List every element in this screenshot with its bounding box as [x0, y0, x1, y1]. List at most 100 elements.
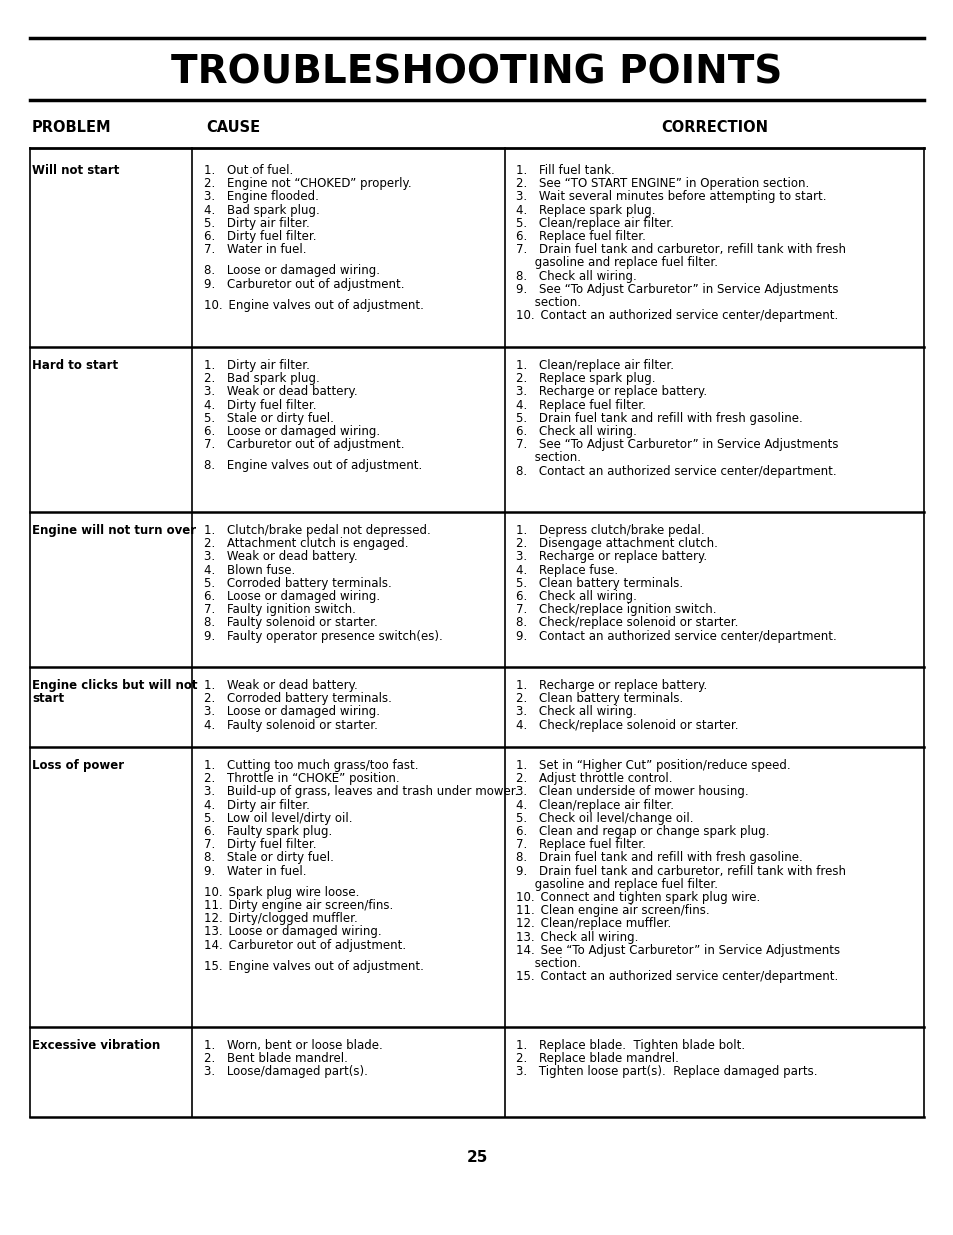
Text: 2. See “TO START ENGINE” in Operation section.: 2. See “TO START ENGINE” in Operation se…: [516, 177, 808, 190]
Text: 12. Dirty/clogged muffler.: 12. Dirty/clogged muffler.: [204, 913, 357, 925]
Text: 5. Check oil level/change oil.: 5. Check oil level/change oil.: [516, 811, 693, 825]
Text: 1. Set in “Higher Cut” position/reduce speed.: 1. Set in “Higher Cut” position/reduce s…: [516, 760, 790, 772]
Text: CORRECTION: CORRECTION: [660, 121, 767, 136]
Text: 4. Dirty fuel filter.: 4. Dirty fuel filter.: [204, 399, 316, 411]
Text: PROBLEM: PROBLEM: [32, 121, 112, 136]
Text: 4. Check/replace solenoid or starter.: 4. Check/replace solenoid or starter.: [516, 719, 738, 731]
Text: 3. Clean underside of mower housing.: 3. Clean underside of mower housing.: [516, 785, 748, 798]
Text: 5. Clean battery terminals.: 5. Clean battery terminals.: [516, 577, 682, 590]
Text: 1. Recharge or replace battery.: 1. Recharge or replace battery.: [516, 679, 706, 692]
Text: 7. Check/replace ignition switch.: 7. Check/replace ignition switch.: [516, 603, 716, 616]
Text: 6. Faulty spark plug.: 6. Faulty spark plug.: [204, 825, 332, 839]
Text: Excessive vibration: Excessive vibration: [32, 1039, 160, 1052]
Text: 1. Fill fuel tank.: 1. Fill fuel tank.: [516, 164, 614, 177]
Text: 7. Dirty fuel filter.: 7. Dirty fuel filter.: [204, 839, 316, 851]
Text: 9. Drain fuel tank and carburetor, refill tank with fresh: 9. Drain fuel tank and carburetor, refil…: [516, 864, 845, 878]
Text: Engine will not turn over: Engine will not turn over: [32, 524, 196, 537]
Text: 10. Engine valves out of adjustment.: 10. Engine valves out of adjustment.: [204, 299, 423, 311]
Text: 6. Dirty fuel filter.: 6. Dirty fuel filter.: [204, 230, 316, 243]
Text: 8. Faulty solenoid or starter.: 8. Faulty solenoid or starter.: [204, 616, 377, 630]
Text: 3. Recharge or replace battery.: 3. Recharge or replace battery.: [516, 551, 706, 563]
Text: start: start: [32, 692, 64, 705]
Text: 10. Contact an authorized service center/department.: 10. Contact an authorized service center…: [516, 309, 838, 322]
Text: 3. Weak or dead battery.: 3. Weak or dead battery.: [204, 551, 357, 563]
Text: 2. Bent blade mandrel.: 2. Bent blade mandrel.: [204, 1052, 348, 1066]
Text: 3. Engine flooded.: 3. Engine flooded.: [204, 190, 318, 204]
Text: 2. Bad spark plug.: 2. Bad spark plug.: [204, 372, 319, 385]
Text: 11. Dirty engine air screen/fins.: 11. Dirty engine air screen/fins.: [204, 899, 393, 911]
Text: 9. Water in fuel.: 9. Water in fuel.: [204, 864, 306, 878]
Text: 3. Check all wiring.: 3. Check all wiring.: [516, 705, 636, 719]
Text: 1. Replace blade.  Tighten blade bolt.: 1. Replace blade. Tighten blade bolt.: [516, 1039, 744, 1052]
Text: 13. Loose or damaged wiring.: 13. Loose or damaged wiring.: [204, 925, 381, 939]
Text: 6. Loose or damaged wiring.: 6. Loose or damaged wiring.: [204, 425, 379, 438]
Text: Loss of power: Loss of power: [32, 760, 124, 772]
Text: 7. Drain fuel tank and carburetor, refill tank with fresh: 7. Drain fuel tank and carburetor, refil…: [516, 243, 845, 256]
Text: 4. Replace spark plug.: 4. Replace spark plug.: [516, 204, 655, 216]
Text: 8. Contact an authorized service center/department.: 8. Contact an authorized service center/…: [516, 464, 836, 478]
Text: 1. Depress clutch/brake pedal.: 1. Depress clutch/brake pedal.: [516, 524, 704, 537]
Text: Engine clicks but will not: Engine clicks but will not: [32, 679, 197, 692]
Text: 9. Faulty operator presence switch(es).: 9. Faulty operator presence switch(es).: [204, 630, 442, 642]
Text: 3. Recharge or replace battery.: 3. Recharge or replace battery.: [516, 385, 706, 399]
Text: 9. See “To Adjust Carburetor” in Service Adjustments: 9. See “To Adjust Carburetor” in Service…: [516, 283, 838, 296]
Text: 3. Loose or damaged wiring.: 3. Loose or damaged wiring.: [204, 705, 379, 719]
Text: 2. Clean battery terminals.: 2. Clean battery terminals.: [516, 692, 682, 705]
Text: 1. Dirty air filter.: 1. Dirty air filter.: [204, 359, 310, 372]
Text: 6. Loose or damaged wiring.: 6. Loose or damaged wiring.: [204, 590, 379, 603]
Text: gasoline and replace fuel filter.: gasoline and replace fuel filter.: [516, 257, 718, 269]
Text: 11. Clean engine air screen/fins.: 11. Clean engine air screen/fins.: [516, 904, 709, 918]
Text: 1. Weak or dead battery.: 1. Weak or dead battery.: [204, 679, 357, 692]
Text: 5. Drain fuel tank and refill with fresh gasoline.: 5. Drain fuel tank and refill with fresh…: [516, 411, 801, 425]
Text: TROUBLESHOOTING POINTS: TROUBLESHOOTING POINTS: [172, 53, 781, 91]
Text: section.: section.: [516, 452, 580, 464]
Text: 6. Check all wiring.: 6. Check all wiring.: [516, 590, 637, 603]
Text: 3. Build-up of grass, leaves and trash under mower.: 3. Build-up of grass, leaves and trash u…: [204, 785, 517, 798]
Text: Will not start: Will not start: [32, 164, 119, 177]
Text: 14. See “To Adjust Carburetor” in Service Adjustments: 14. See “To Adjust Carburetor” in Servic…: [516, 944, 840, 957]
Text: 5. Dirty air filter.: 5. Dirty air filter.: [204, 217, 310, 230]
Text: 8. Check all wiring.: 8. Check all wiring.: [516, 269, 636, 283]
Text: 3. Tighten loose part(s).  Replace damaged parts.: 3. Tighten loose part(s). Replace damage…: [516, 1066, 817, 1078]
Text: 6. Replace fuel filter.: 6. Replace fuel filter.: [516, 230, 645, 243]
Text: 1. Out of fuel.: 1. Out of fuel.: [204, 164, 293, 177]
Text: Hard to start: Hard to start: [32, 359, 118, 372]
Text: 8. Check/replace solenoid or starter.: 8. Check/replace solenoid or starter.: [516, 616, 738, 630]
Text: 7. Replace fuel filter.: 7. Replace fuel filter.: [516, 839, 645, 851]
Text: 8. Drain fuel tank and refill with fresh gasoline.: 8. Drain fuel tank and refill with fresh…: [516, 851, 801, 864]
Text: 2. Disengage attachment clutch.: 2. Disengage attachment clutch.: [516, 537, 717, 551]
Text: 1. Cutting too much grass/too fast.: 1. Cutting too much grass/too fast.: [204, 760, 418, 772]
Text: 2. Replace blade mandrel.: 2. Replace blade mandrel.: [516, 1052, 679, 1066]
Text: 2. Adjust throttle control.: 2. Adjust throttle control.: [516, 772, 672, 785]
Text: 2. Attachment clutch is engaged.: 2. Attachment clutch is engaged.: [204, 537, 408, 551]
Text: 8. Stale or dirty fuel.: 8. Stale or dirty fuel.: [204, 851, 334, 864]
Text: 6. Check all wiring.: 6. Check all wiring.: [516, 425, 637, 438]
Text: 5. Low oil level/dirty oil.: 5. Low oil level/dirty oil.: [204, 811, 352, 825]
Text: 4. Clean/replace air filter.: 4. Clean/replace air filter.: [516, 799, 673, 811]
Text: 5. Corroded battery terminals.: 5. Corroded battery terminals.: [204, 577, 392, 590]
Text: 7. See “To Adjust Carburetor” in Service Adjustments: 7. See “To Adjust Carburetor” in Service…: [516, 438, 838, 451]
Text: 4. Bad spark plug.: 4. Bad spark plug.: [204, 204, 319, 216]
Text: 12. Clean/replace muffler.: 12. Clean/replace muffler.: [516, 918, 671, 930]
Text: 3. Wait several minutes before attempting to start.: 3. Wait several minutes before attemptin…: [516, 190, 825, 204]
Text: 14. Carburetor out of adjustment.: 14. Carburetor out of adjustment.: [204, 939, 406, 951]
Text: 9. Contact an authorized service center/department.: 9. Contact an authorized service center/…: [516, 630, 836, 642]
Text: 7. Carburetor out of adjustment.: 7. Carburetor out of adjustment.: [204, 438, 404, 451]
Text: 1. Clean/replace air filter.: 1. Clean/replace air filter.: [516, 359, 673, 372]
Text: section.: section.: [516, 957, 580, 969]
Text: section.: section.: [516, 296, 580, 309]
Text: 4. Blown fuse.: 4. Blown fuse.: [204, 563, 294, 577]
Text: 2. Corroded battery terminals.: 2. Corroded battery terminals.: [204, 692, 392, 705]
Text: 2. Replace spark plug.: 2. Replace spark plug.: [516, 372, 655, 385]
Text: 25: 25: [466, 1150, 487, 1165]
Text: 10. Connect and tighten spark plug wire.: 10. Connect and tighten spark plug wire.: [516, 890, 760, 904]
Text: gasoline and replace fuel filter.: gasoline and replace fuel filter.: [516, 878, 718, 890]
Text: 1. Clutch/brake pedal not depressed.: 1. Clutch/brake pedal not depressed.: [204, 524, 431, 537]
Text: 5. Clean/replace air filter.: 5. Clean/replace air filter.: [516, 217, 673, 230]
Text: 4. Replace fuel filter.: 4. Replace fuel filter.: [516, 399, 645, 411]
Text: 13. Check all wiring.: 13. Check all wiring.: [516, 931, 638, 944]
Text: 15. Engine valves out of adjustment.: 15. Engine valves out of adjustment.: [204, 960, 423, 973]
Text: 1. Worn, bent or loose blade.: 1. Worn, bent or loose blade.: [204, 1039, 382, 1052]
Text: 3. Weak or dead battery.: 3. Weak or dead battery.: [204, 385, 357, 399]
Text: 5. Stale or dirty fuel.: 5. Stale or dirty fuel.: [204, 411, 334, 425]
